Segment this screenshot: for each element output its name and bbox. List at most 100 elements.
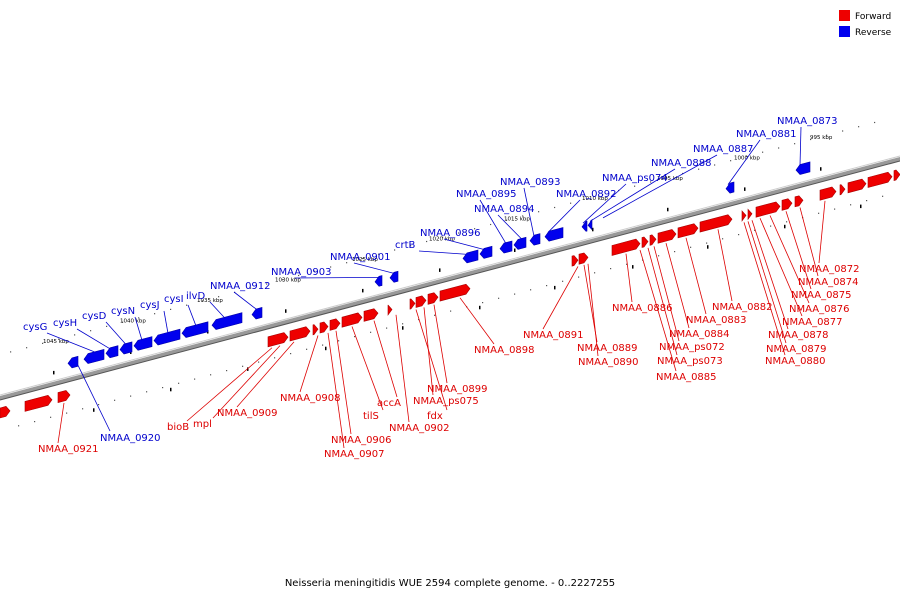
leader-line [77,365,111,432]
label-nmaa-0909: NMAA_0909 [217,408,278,419]
forward-gene [267,332,289,348]
reverse-gene [795,161,811,175]
leader-line [523,187,535,237]
forward-gene [387,304,393,316]
forward-gene [847,178,867,194]
leader-line [351,326,384,411]
label-nmaa-0894: NMAA_0894 [474,204,535,215]
label-nmaa-0879: NMAA_0879 [766,344,827,355]
leader-line [433,304,448,384]
leader-line [134,316,143,341]
forward-gene [312,324,319,336]
leader-line [542,266,579,330]
forward-gene [839,184,846,196]
reverse-gene [725,181,735,194]
tick-mark [860,204,862,209]
forward-gene [699,214,733,233]
leader-line [479,199,507,244]
reverse-gene [251,307,263,320]
forward-gene [611,238,641,256]
legend-reverse-label: Reverse [855,28,892,38]
label-nmaa-0885: NMAA_0885 [656,372,717,383]
label-nmaa-0901: NMAA_0901 [330,252,391,263]
label-cysg: cysG [23,322,47,333]
label-nmaa-ps072: NMAA_ps072 [659,342,725,353]
label-nmaa-0877: NMAA_0877 [782,317,843,328]
leader-line [187,304,197,327]
label-nmaa-0878: NMAA_0878 [768,330,829,341]
label-nmaa-0881: NMAA_0881 [736,129,797,140]
label-nmaa-0875: NMAA_0875 [791,290,852,301]
reverse-gene [374,275,383,287]
reverse-gene [83,349,105,364]
tick-mark [362,288,364,293]
label-nmaa-0872: NMAA_0872 [799,264,860,275]
forward-gene [341,312,363,328]
forward-gene [781,198,793,211]
leader-line [294,276,380,279]
forward-gene [893,169,900,182]
label-nmaa-0907: NMAA_0907 [324,449,385,460]
genome-caption: Neisseria meningitidis WUE 2594 complete… [284,578,616,589]
leader-line [76,328,111,350]
leader-line [327,332,345,449]
tick-label: 1040 kbp [120,319,146,325]
reverse-gene [544,227,564,242]
leader-line [582,183,627,224]
label-nmaa-0882: NMAA_0882 [712,302,773,313]
leader-line [587,263,599,357]
label-crtb: crtB [395,240,416,251]
label-nmaa-0891: NMAA_0891 [523,330,584,341]
forward-gene [409,298,416,310]
forward-gene [415,295,427,308]
tick-mark [170,387,172,392]
label-fdx: fdx [427,411,443,422]
forward-gene [819,186,837,201]
label-nmaa-0906: NMAA_0906 [331,435,392,446]
tick-mark [667,207,669,212]
tick-mark [744,187,746,191]
leader-line [727,139,761,185]
leader-line [418,250,467,255]
tick-mark [592,227,594,232]
leader-line [602,154,718,219]
tick-mark [479,305,481,310]
leader-line [547,199,581,233]
tick-label: 1030 kbp [275,277,301,283]
reverse-gene [513,236,527,250]
reverse-gene [181,321,209,338]
forward-gene [319,321,329,334]
tick-mark [820,167,822,171]
forward-gene [0,406,11,419]
reverse-gene [153,328,181,346]
leader-line [373,320,398,398]
tick-label: 1015 kbp [504,217,530,223]
leader-line [653,246,680,342]
reverse-gene [499,240,513,254]
forward-gene [747,208,753,221]
leader-line [717,229,733,302]
label-nmaa-0899: NMAA_0899 [427,384,488,395]
leader-line [236,341,295,408]
tick-label: 1010 kbp [582,196,608,202]
gene-features [0,161,900,419]
forward-gene [794,195,804,208]
genome-backbone [0,155,900,401]
label-nmaa-0908: NMAA_0908 [280,393,341,404]
tick-mark [514,248,516,252]
leader-line [785,211,812,290]
label-nmaa-0920: NMAA_0920 [100,433,161,444]
leader-line [299,335,319,393]
label-nmaa-0895: NMAA_0895 [456,189,517,200]
tick-label: 1020 kbp [429,236,455,242]
label-cysn: cysN [111,306,135,317]
tick-label: 1025 kbp [352,257,378,263]
forward-gene [439,283,471,302]
label-nmaa-0886: NMAA_0886 [612,303,673,314]
label-nmaa-0887: NMAA_0887 [693,144,754,155]
leader-line [443,238,485,250]
label-cysh: cysH [53,318,77,329]
leader-line [335,330,352,435]
